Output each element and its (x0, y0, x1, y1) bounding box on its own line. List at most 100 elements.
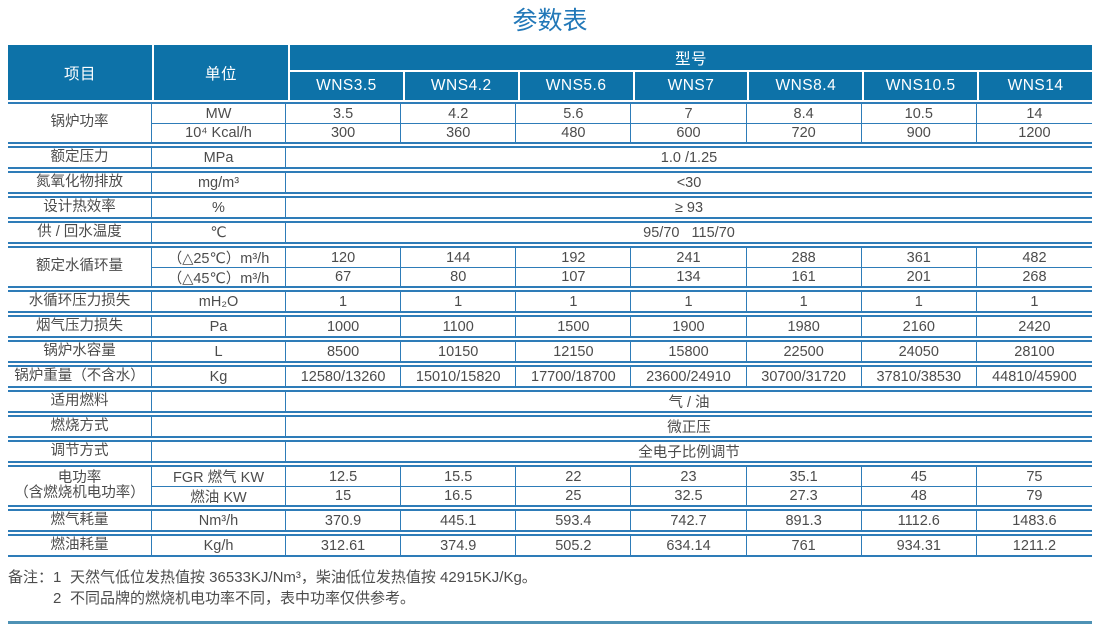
row-label: 设计热效率 (8, 198, 152, 217)
header-model-wns8-4: WNS8.4 (749, 72, 863, 100)
cell-value: 35.1 (747, 467, 862, 486)
cell-value: 67 (286, 267, 402, 286)
row-label: 水循环压力损失 (8, 292, 152, 311)
row-label: 供 / 回水温度 (8, 223, 152, 242)
cell-value: 241 (631, 248, 747, 267)
cell-value: 144 (401, 248, 517, 267)
row-label: 额定水循环量 (8, 248, 152, 286)
row-unit: L (152, 342, 286, 361)
cell-value: 8.4 (747, 104, 862, 123)
cell-value: 5.6 (516, 104, 632, 123)
cell-value: 201 (861, 267, 977, 286)
cell-value: 600 (631, 123, 747, 142)
row-unit: Nm³/h (152, 511, 286, 530)
cell-value: 23600/24910 (631, 367, 747, 386)
cell-value: 10150 (401, 342, 517, 361)
cell-value: 361 (862, 248, 977, 267)
row-group-gas-consumption: 燃气耗量 Nm³/h 370.9 445.1 593.4 742.7 891.3… (8, 509, 1092, 532)
cell-value: 12150 (516, 342, 632, 361)
remark-text: 不同品牌的燃烧机电功率不同，表中功率仅供参考。 (70, 590, 416, 607)
cell-value: 15.5 (401, 467, 517, 486)
cell-value-span: 微正压 (667, 420, 711, 436)
cell-value: 1 (401, 292, 517, 311)
cell-value-span: 全电子比例调节 (638, 445, 740, 461)
row-unit: 燃油 KW (152, 486, 286, 505)
cell-value: 268 (976, 267, 1092, 286)
cell-value-span: <30 (676, 174, 702, 191)
remark-number: 1 (53, 569, 62, 586)
row-group-supply-return-temp: 供 / 回水温度 ℃ 95/70 115/70 (8, 221, 1092, 244)
cell-value: 1483.6 (1012, 512, 1057, 529)
cell-value: 45 (862, 467, 977, 486)
row-unit: MPa (152, 148, 286, 167)
row-group-thermal-efficiency: 设计热效率 % ≥ 93 (8, 196, 1092, 219)
cell-value: 4.2 (401, 104, 517, 123)
row-unit: （△45℃）m³/h (152, 267, 286, 286)
bottom-divider (8, 621, 1092, 624)
cell-value: 120 (286, 248, 402, 267)
cell-value: 742.7 (631, 511, 747, 530)
row-group-water-capacity: 锅炉水容量 L 8500 10150 12150 15800 22500 240… (8, 340, 1092, 363)
cell-value: 480 (516, 123, 632, 142)
cell-value: 161 (746, 267, 862, 286)
row-group-regulation-mode: 调节方式 全电子比例调节 (8, 440, 1092, 463)
row-group-nox-emission: 氮氧化物排放 mg/m³ <30 (8, 171, 1092, 194)
cell-value: 1500 (516, 317, 632, 336)
header-model: 型号 (290, 45, 1092, 70)
cell-value: 312.61 (286, 536, 402, 555)
cell-value: 288 (747, 248, 862, 267)
row-unit (152, 392, 286, 411)
row-label: 调节方式 (8, 442, 152, 461)
row-label: 烟气压力损失 (8, 317, 152, 336)
header-model-wns5-6: WNS5.6 (519, 72, 633, 100)
row-unit: Kg/h (152, 536, 286, 555)
cell-value-span: 气 / 油 (668, 395, 710, 411)
row-label: 燃气耗量 (8, 511, 152, 530)
cell-value: 10.5 (862, 104, 977, 123)
row-group-fuel-type: 适用燃料 气 / 油 (8, 390, 1092, 413)
row-label: 适用燃料 (8, 392, 152, 411)
cell-value: 482 (1022, 249, 1047, 266)
cell-value: 17700/18700 (516, 367, 632, 386)
row-unit: Kg (152, 367, 286, 386)
cell-value-span: 1.0 /1.25 (660, 149, 718, 166)
cell-value: 2420 (1018, 318, 1051, 335)
cell-value: 1112.6 (862, 511, 977, 530)
row-label: 锅炉水容量 (8, 342, 152, 361)
cell-value: 75 (1026, 468, 1043, 485)
row-label: 额定压力 (8, 148, 152, 167)
cell-value: 7 (631, 104, 747, 123)
header-unit: 单位 (154, 45, 288, 100)
row-group-flue-gas-pressure-loss: 烟气压力损失 Pa 1000 1100 1500 1900 1980 2160 … (8, 315, 1092, 338)
table-header: 项目 单位 型号 WNS3.5 WNS4.2 WNS5.6 WNS7 WNS8.… (8, 45, 1092, 100)
cell-value: 1000 (286, 317, 402, 336)
cell-value: 1980 (747, 317, 862, 336)
cell-value: 3.5 (286, 104, 402, 123)
cell-value: 22500 (747, 342, 862, 361)
cell-value: 15010/15820 (401, 367, 517, 386)
cell-value: 1 (631, 292, 747, 311)
cell-value: 30700/31720 (747, 367, 862, 386)
cell-value: 1 (516, 292, 632, 311)
cell-value: 44810/45900 (992, 368, 1077, 385)
row-unit: 10⁴ Kcal/h (152, 123, 286, 142)
cell-value: 1 (1030, 293, 1039, 310)
remark-number: 2 (53, 590, 62, 607)
row-unit: MW (152, 104, 286, 123)
remarks: 备注： 1 天然气低位发热值按 36533KJ/Nm³，柴油低位发热值按 429… (8, 567, 1092, 609)
header-model-wns7: WNS7 (634, 72, 748, 100)
header-model-wns3-5: WNS3.5 (290, 72, 403, 100)
row-group-electric-power: 电功率 （含燃烧机电功率） FGR 燃气 KW 12.5 15.5 22 23 … (8, 465, 1092, 507)
cell-value: 300 (286, 123, 402, 142)
cell-value: 27.3 (746, 486, 862, 505)
cell-value: 192 (516, 248, 632, 267)
row-label: 燃烧方式 (8, 417, 152, 436)
row-unit: ℃ (152, 223, 286, 242)
cell-value: 37810/38530 (862, 367, 977, 386)
cell-value: 28100 (1014, 343, 1055, 360)
cell-value: 16.5 (401, 486, 517, 505)
row-label: 氮氧化物排放 (8, 173, 152, 192)
header-model-wns10-5: WNS10.5 (864, 72, 978, 100)
cell-value: 80 (401, 267, 517, 286)
